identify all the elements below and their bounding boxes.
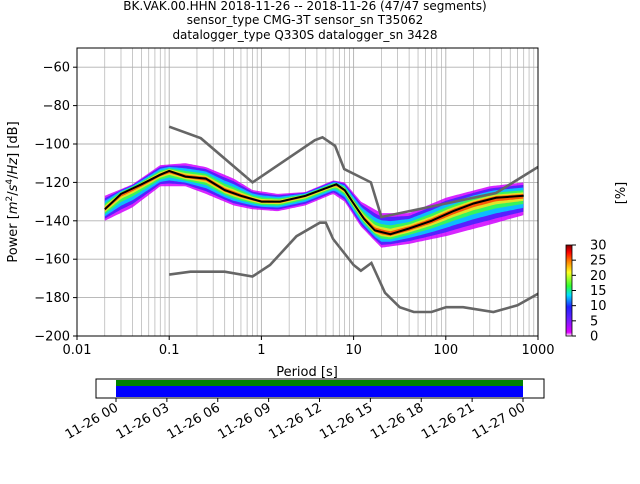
colorbar-tick-label: 10 <box>590 299 607 314</box>
high-noise-model-line <box>168 125 538 219</box>
y-axis-label-prefix: Power [ <box>6 214 21 263</box>
timeline-tick-label: 11-26 09 <box>216 400 274 442</box>
y-tick-label: −80 <box>43 99 70 114</box>
y-tick-label: −100 <box>34 138 70 153</box>
y-tick-label: −60 <box>43 61 70 76</box>
colorbar-tick-label: 20 <box>590 269 607 284</box>
x-tick-label: 10 <box>345 343 362 358</box>
timeline-tick-label: 11-26 06 <box>165 400 223 442</box>
timeline-tick-label: 11-26 18 <box>368 400 426 442</box>
y-tick-label: −180 <box>34 291 70 306</box>
data-coverage-timeline <box>95 378 545 399</box>
timeline-tick-label: 11-26 00 <box>63 400 121 442</box>
colorbar-tick-label: 5 <box>590 314 598 329</box>
y-axis-ticks: −60 −80 −100 −120 −140 −160 −180 −200 <box>34 61 77 345</box>
x-tick-label: 100 <box>433 343 458 358</box>
colorbar-tick-label: 30 <box>590 239 607 254</box>
chart-title-line-2: sensor_type CMG-3T sensor_sn T35062 <box>187 13 423 27</box>
chart-title-line-1: BK.VAK.00.HHN 2018-11-26 -- 2018-11-26 (… <box>123 0 486 13</box>
timeline-tick-label: 11-26 21 <box>419 400 477 442</box>
x-axis-ticks: 0.01 0.1 1 10 100 1000 <box>63 336 555 358</box>
timeline-tick-label: 11-27 00 <box>470 400 528 442</box>
y-axis-label-m: m <box>6 201 21 214</box>
y-axis-label-s-exp: 4 <box>5 179 15 185</box>
colorbar-tick-label: 0 <box>590 330 598 345</box>
colorbar-tick-label: 15 <box>590 284 607 299</box>
y-axis-label: Power [m2/s4/Hz] [dB] <box>5 121 21 262</box>
y-tick-label: −140 <box>34 214 70 229</box>
colorbar <box>565 244 573 337</box>
colorbar-tick-label: 25 <box>590 254 607 269</box>
coverage-bar-green <box>116 380 523 386</box>
x-tick-label: 0.1 <box>159 343 180 358</box>
mean-psd-curve <box>104 169 524 236</box>
y-axis-label-hz: Hz <box>6 157 21 175</box>
x-tick-label: 1000 <box>521 343 554 358</box>
x-tick-label: 1 <box>257 343 265 358</box>
y-axis-label-slash-1: / <box>6 191 21 196</box>
y-axis-label-suffix: ] [dB] <box>6 121 21 158</box>
timeline-tick-label: 11-26 12 <box>266 400 324 442</box>
ppsd-density <box>104 163 524 248</box>
timeline-tick-label: 11-26 03 <box>114 400 172 442</box>
colorbar-label: [%] <box>614 182 629 205</box>
timeline-tick-label: 11-26 15 <box>317 400 375 442</box>
coverage-bar-blue <box>116 386 523 397</box>
y-axis-label-slash-2: / <box>6 174 21 179</box>
chart-title-line-3: datalogger_type Q330S datalogger_sn 3428 <box>172 28 437 42</box>
y-tick-label: −120 <box>34 176 70 191</box>
low-noise-model-line <box>169 221 538 314</box>
y-axis-label-s: s <box>6 184 21 191</box>
x-axis-label: Period [s] <box>276 365 338 380</box>
plot-frame <box>76 47 539 337</box>
noise-models <box>168 125 538 314</box>
y-tick-label: −200 <box>34 330 70 345</box>
x-tick-label: 0.01 <box>63 343 92 358</box>
y-tick-label: −160 <box>34 253 70 268</box>
y-axis-label-m-exp: 2 <box>5 196 15 202</box>
